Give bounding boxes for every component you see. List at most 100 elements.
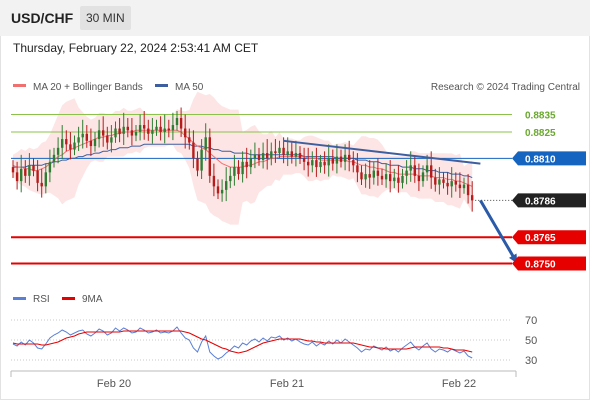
candle — [179, 107, 183, 137]
candle — [253, 142, 257, 169]
ma50-legend-label: MA 50 — [175, 82, 204, 93]
candle — [454, 172, 457, 192]
candle-body — [225, 181, 228, 190]
candle — [302, 147, 306, 171]
candle — [110, 125, 113, 153]
candle-body — [216, 186, 220, 194]
candle — [20, 154, 23, 193]
candle-body — [274, 151, 277, 154]
candle-body — [335, 156, 339, 164]
pivot-tag: 0.8810 — [512, 151, 586, 166]
candle — [450, 167, 453, 198]
candle-body — [331, 158, 334, 164]
last-price-tag: 0.8786 — [512, 193, 586, 208]
candle-body — [368, 174, 371, 178]
candle — [24, 160, 27, 183]
support-tag-label: 0.8750 — [525, 259, 556, 270]
candle — [143, 111, 146, 140]
candle — [225, 167, 228, 202]
candle-body — [97, 130, 101, 140]
support-tag-shape — [512, 230, 586, 245]
candle-body — [405, 170, 408, 176]
candle-body — [302, 158, 306, 162]
candle — [28, 153, 31, 186]
candle — [393, 168, 396, 189]
candle-body — [446, 182, 449, 187]
candle — [315, 147, 318, 177]
candle-body — [28, 165, 31, 176]
candle — [36, 160, 39, 192]
candle — [204, 123, 207, 161]
candle — [89, 128, 93, 156]
candle-body — [110, 137, 113, 143]
candle — [372, 161, 375, 185]
resistance-tag: 0.8835 — [525, 111, 556, 122]
candle-body — [24, 168, 27, 176]
price-levels — [11, 114, 512, 265]
timeframe-button[interactable]: 30 MIN — [80, 6, 131, 30]
candle — [192, 130, 195, 169]
candle-body — [413, 165, 416, 176]
candle — [130, 118, 134, 146]
candle-body — [348, 154, 351, 161]
candle — [151, 118, 154, 144]
candle-body — [380, 175, 384, 180]
candle — [261, 142, 265, 169]
candle — [266, 139, 269, 170]
candle — [229, 167, 232, 189]
candle-body — [147, 128, 150, 134]
candle — [196, 151, 199, 177]
candle-body — [352, 160, 355, 166]
candle — [466, 174, 470, 204]
candle — [15, 161, 19, 190]
candle-body — [126, 126, 129, 131]
candle-body — [257, 154, 261, 161]
candle-body — [93, 139, 97, 147]
candle-body — [36, 170, 39, 183]
candle — [106, 126, 109, 150]
candle — [323, 151, 326, 174]
candle-body — [134, 132, 138, 136]
timestamp: Thursday, February 22, 2024 2:53:41 AM C… — [13, 41, 259, 55]
candle — [405, 160, 408, 185]
candle — [339, 149, 343, 168]
candle — [245, 147, 248, 179]
candle — [397, 165, 400, 193]
candle-body — [339, 156, 343, 162]
last-price-tag-shape — [512, 193, 586, 208]
candle — [233, 154, 236, 186]
candle-body — [32, 165, 35, 171]
candle-body — [15, 172, 19, 182]
resistance-tag-label: 0.8825 — [525, 128, 556, 139]
support-tag: 0.8765 — [512, 230, 586, 245]
candle-body — [184, 128, 187, 138]
candle — [319, 154, 322, 173]
candle — [421, 165, 425, 187]
candle-body — [138, 125, 142, 133]
x-tick-label: Feb 20 — [97, 378, 131, 390]
candle-body — [114, 128, 117, 138]
rsi-ma-line — [12, 330, 473, 354]
candle — [118, 118, 121, 143]
candle-body — [212, 175, 216, 187]
candle — [134, 125, 138, 142]
candle — [85, 125, 88, 148]
candle — [348, 140, 351, 172]
candle-body — [171, 125, 175, 131]
candle-body — [294, 153, 298, 157]
candle — [327, 144, 330, 177]
rsi-tick-50: 50 — [525, 335, 537, 347]
candle-body — [89, 140, 93, 147]
pivot-tag-label: 0.8810 — [525, 154, 556, 165]
candle — [434, 168, 437, 192]
candle — [81, 119, 84, 149]
candle-body — [196, 158, 199, 171]
candle-body — [20, 168, 23, 182]
projection-arrow-shaft — [479, 199, 519, 265]
rsi-ma-legend-label: 9MA — [82, 294, 103, 305]
candle-body — [229, 175, 232, 182]
candle — [97, 119, 101, 148]
x-tick-label: Feb 21 — [270, 378, 304, 390]
candle-body — [438, 179, 441, 185]
